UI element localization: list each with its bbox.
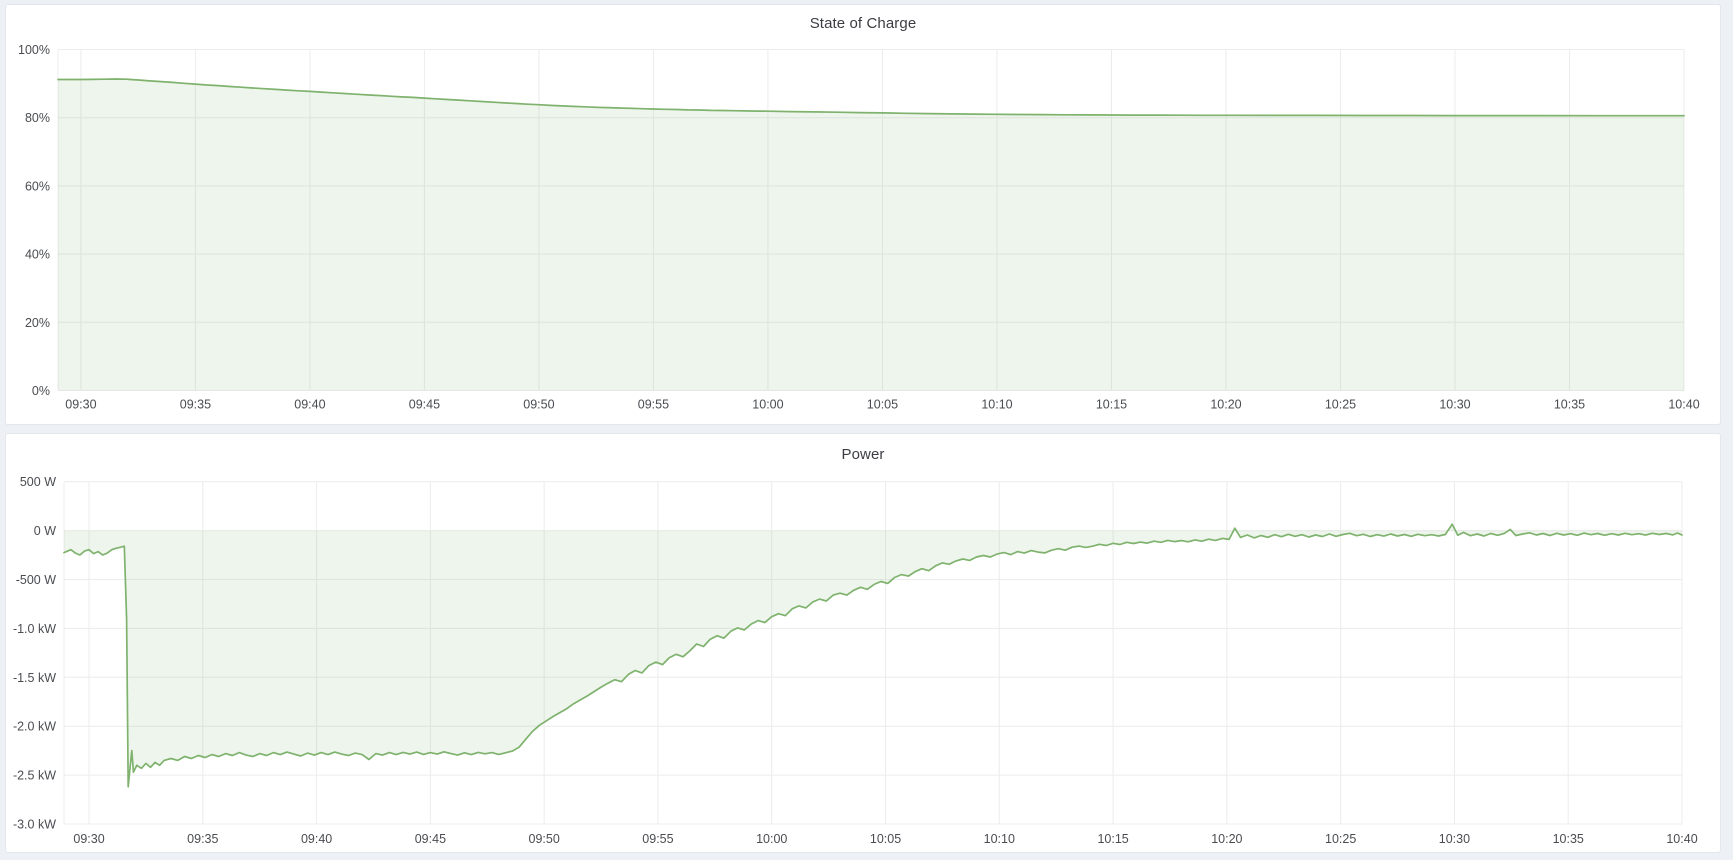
power-panel: Power 500 W 0 W -500 W -1.0 kW -1.5 kW -2.0 k… — [5, 433, 1721, 853]
x-tick-label: 09:35 — [180, 398, 211, 412]
power-panel-title[interactable]: Power — [841, 446, 885, 463]
x-tick-label: 10:35 — [1553, 832, 1584, 846]
y-tick-label: -2.0 kW — [13, 720, 56, 734]
x-tick-label: 09:50 — [523, 398, 554, 412]
x-tick-label: 09:55 — [638, 398, 669, 412]
series-line — [57, 78, 1685, 117]
x-tick-label: 10:40 — [1666, 832, 1697, 846]
x-tick-label: 09:30 — [73, 832, 104, 846]
x-tick-label: 10:20 — [1210, 398, 1241, 412]
y-tick-label: -1.0 kW — [13, 622, 56, 636]
x-tick-label: 10:40 — [1668, 398, 1699, 412]
x-tick-label: 09:35 — [187, 832, 218, 846]
x-tick-label: 10:25 — [1325, 398, 1356, 412]
y-tick-label: 500 W — [20, 475, 56, 489]
y-tick-label: 20% — [25, 316, 50, 330]
y-tick-label: -500 W — [16, 573, 56, 587]
x-tick-label: 09:40 — [294, 398, 325, 412]
x-tick-label: 10:05 — [870, 832, 901, 846]
series-line — [63, 523, 1683, 788]
x-tick-label: 10:35 — [1554, 398, 1585, 412]
x-tick-label: 09:50 — [529, 832, 560, 846]
y-tick-label: 0% — [32, 384, 50, 398]
y-tick-label: 0 W — [34, 524, 56, 538]
x-tick-label: 10:00 — [752, 398, 783, 412]
x-tick-label: 10:00 — [756, 832, 787, 846]
series-area — [58, 79, 1684, 391]
y-tick-label: 100% — [18, 43, 50, 57]
series-area — [64, 524, 1682, 787]
y-tick-label: 80% — [25, 111, 50, 125]
x-tick-label: 09:30 — [65, 398, 96, 412]
x-tick-label: 09:45 — [415, 832, 446, 846]
y-tick-label: 40% — [25, 248, 50, 262]
y-tick-label: -2.5 kW — [13, 769, 56, 783]
y-tick-label: -1.5 kW — [13, 671, 56, 685]
x-tick-label: 10:15 — [1097, 832, 1128, 846]
x-tick-label: 09:40 — [301, 832, 332, 846]
power-chart-canvas[interactable]: 500 W 0 W -500 W -1.0 kW -1.5 kW -2.0 kW -2.5 … — [6, 434, 1720, 852]
x-tick-label: 10:05 — [867, 398, 898, 412]
y-tick-label: -3.0 kW — [13, 818, 56, 832]
x-tick-label: 10:10 — [981, 398, 1012, 412]
x-tick-label: 09:45 — [409, 398, 440, 412]
x-tick-label: 10:25 — [1325, 832, 1356, 846]
y-tick-label: 60% — [25, 179, 50, 193]
x-tick-label: 10:10 — [984, 832, 1015, 846]
x-tick-label: 10:15 — [1096, 398, 1127, 412]
state-of-charge-panel: State of Charge 100% 80% 60% 40% 20% 0% 09:30 0… — [5, 4, 1721, 425]
x-tick-label: 10:30 — [1439, 832, 1470, 846]
x-tick-label: 10:20 — [1211, 832, 1242, 846]
x-tick-label: 10:30 — [1439, 398, 1470, 412]
state-of-charge-panel-title[interactable]: State of Charge — [809, 15, 917, 32]
state-of-charge-chart-canvas[interactable]: 100% 80% 60% 40% 20% 0% 09:30 09:35 09:40 09:45 09… — [6, 5, 1720, 424]
x-tick-label: 09:55 — [642, 832, 673, 846]
